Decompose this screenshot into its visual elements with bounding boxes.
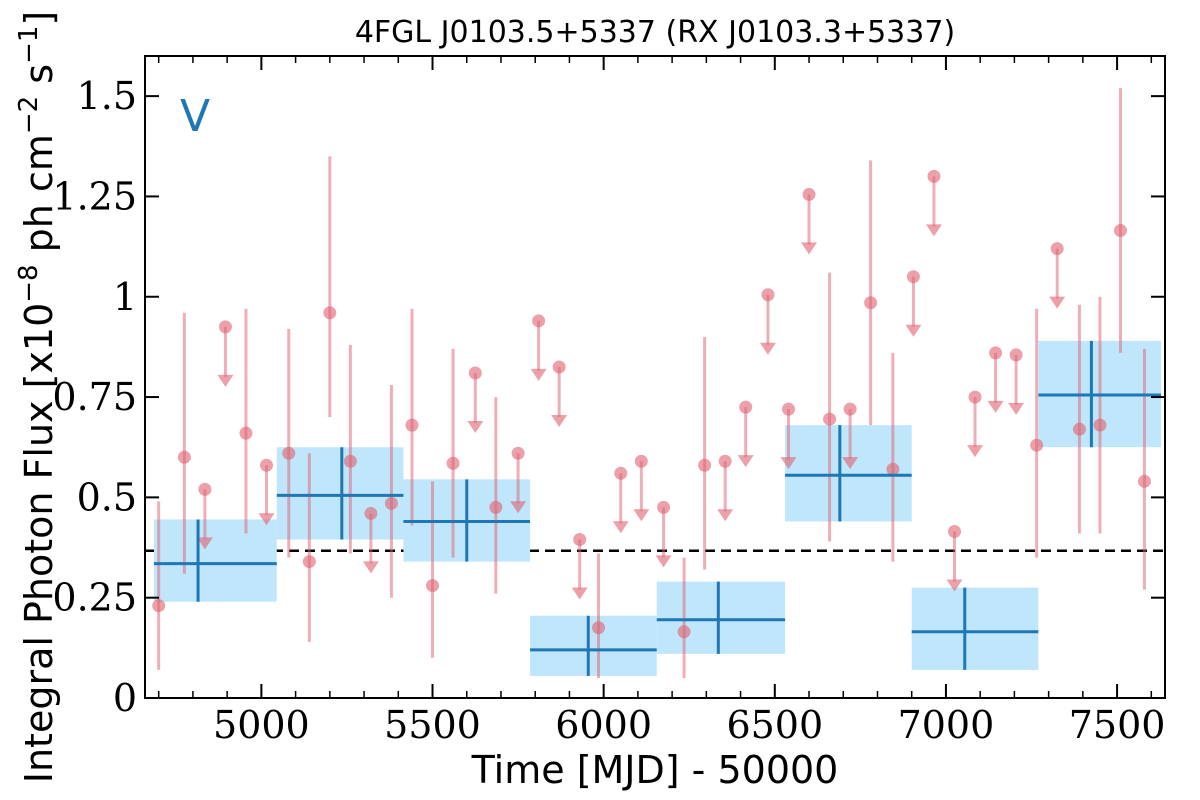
upper-limit-point <box>657 500 671 514</box>
upper-limit-arrow <box>905 324 922 337</box>
upper-limit-point <box>906 270 920 284</box>
upper-limit-point <box>634 454 648 468</box>
upper-limit-arrow <box>467 420 484 433</box>
upper-limit-arrow <box>362 561 379 574</box>
y-tick-label: 0.25 <box>52 576 137 620</box>
detection-point <box>282 446 296 460</box>
upper-limit-point <box>218 320 232 334</box>
upper-limit-arrow <box>258 513 275 526</box>
x-tick-label: 5000 <box>213 703 310 747</box>
upper-limit-point <box>532 314 546 328</box>
x-tick-label: 5500 <box>384 703 481 747</box>
x-axis-label: Time [MJD] - 50000 <box>471 748 839 792</box>
bin-uncertainty-box <box>656 581 786 654</box>
upper-limit-arrow <box>737 455 754 468</box>
upper-limit-point <box>718 454 732 468</box>
detection-point <box>823 412 837 426</box>
chart-title: 4FGL J0103.5+5337 (RX J0103.3+5337) <box>355 15 955 50</box>
detection-point <box>384 496 398 510</box>
upper-limit-point <box>614 466 628 480</box>
upper-limit-point <box>573 533 587 547</box>
x-tick-label: 6500 <box>726 703 823 747</box>
upper-limit-arrow <box>1008 402 1025 415</box>
upper-limit-point <box>468 366 482 380</box>
upper-limit-arrow <box>217 374 234 387</box>
detection-point <box>426 579 440 593</box>
upper-limit-arrow <box>633 509 650 522</box>
upper-limit-point <box>843 402 857 416</box>
detection-point <box>1072 422 1086 436</box>
upper-limit-arrow <box>612 521 629 534</box>
upper-limit-arrow <box>780 457 797 470</box>
upper-limit-point <box>968 390 982 404</box>
upper-limit-arrow <box>655 555 672 568</box>
detection-point <box>239 426 253 440</box>
detection-point <box>698 458 712 472</box>
upper-limit-point <box>781 402 795 416</box>
upper-limit-point <box>552 360 566 374</box>
y-tick-label: 0.75 <box>52 375 137 419</box>
upper-limit-point <box>947 524 961 538</box>
upper-limit-point <box>927 169 941 183</box>
detection-point <box>1114 224 1128 238</box>
detection-point <box>489 500 503 514</box>
upper-limit-arrow <box>842 457 859 470</box>
upper-limit-arrow <box>987 400 1004 413</box>
upper-limit-arrow <box>530 368 547 381</box>
upper-limit-arrow <box>510 501 527 514</box>
upper-limit-point <box>802 187 816 201</box>
upper-limit-point <box>1050 242 1064 256</box>
upper-limit-arrow <box>1049 296 1066 309</box>
detection-point <box>592 621 606 635</box>
detection-point <box>864 296 878 310</box>
y-tick-label: 0.5 <box>77 475 137 519</box>
upper-limit-arrow <box>801 242 818 255</box>
y-tick-label: 1 <box>113 275 137 319</box>
upper-limit-arrow <box>717 509 734 522</box>
x-tick-label: 6000 <box>555 703 652 747</box>
y-tick-label: 1.5 <box>77 74 137 118</box>
detection-point <box>405 418 419 432</box>
x-tick-label: 7000 <box>898 703 995 747</box>
panel-label: V <box>180 91 210 142</box>
upper-limit-arrow <box>759 342 776 355</box>
detection-point <box>1093 418 1107 432</box>
x-tick-label: 7500 <box>1069 703 1166 747</box>
y-axis-label: Integral Photon Flux [x10−8 ph cm−2 s−1] <box>14 11 61 784</box>
bin-uncertainty-box <box>154 519 277 602</box>
upper-limit-arrow <box>571 587 588 600</box>
upper-limit-point <box>761 288 775 302</box>
upper-limit-point <box>511 446 525 460</box>
upper-limit-point <box>989 346 1003 360</box>
upper-limit-point <box>1009 348 1023 362</box>
detection-point <box>446 456 460 470</box>
y-tick-label: 0 <box>113 676 137 720</box>
detection-point <box>302 555 316 569</box>
detection-point <box>1137 474 1151 488</box>
detection-point <box>323 306 337 320</box>
upper-limit-arrow <box>946 579 963 592</box>
bin-uncertainty-box <box>911 587 1039 670</box>
detection-point <box>886 462 900 476</box>
detection-point <box>1030 438 1044 452</box>
upper-limit-point <box>198 482 212 496</box>
plot-frame <box>144 55 1166 699</box>
y-tick-label: 1.25 <box>52 174 137 218</box>
upper-limit-arrow <box>925 224 942 237</box>
upper-limit-arrow <box>551 414 568 427</box>
upper-limit-arrow <box>967 445 984 458</box>
bin-uncertainty-box <box>276 447 404 540</box>
upper-limit-point <box>364 506 378 520</box>
detection-point <box>152 599 166 613</box>
detection-point <box>177 450 191 464</box>
detection-point <box>677 625 691 639</box>
upper-limit-point <box>739 400 753 414</box>
detection-point <box>343 454 357 468</box>
upper-limit-point <box>260 458 274 472</box>
upper-limit-arrow <box>196 537 213 550</box>
